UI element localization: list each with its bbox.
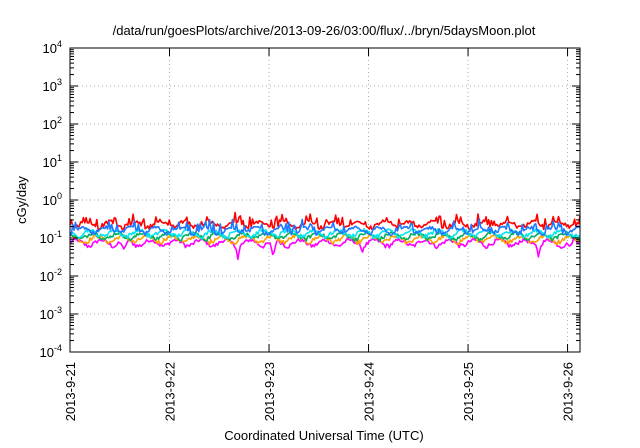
y-tick-label: 10-1	[40, 229, 62, 246]
grid	[70, 48, 580, 352]
x-tick-label: 2013-9-26	[561, 362, 576, 421]
y-tick-base: 10	[43, 155, 57, 170]
y-tick-label: 100	[43, 191, 62, 208]
y-tick-label: 10-2	[40, 267, 62, 284]
y-tick-base: 10	[40, 231, 54, 246]
series-line	[69, 218, 581, 237]
y-tick-base: 10	[43, 193, 57, 208]
series-group	[69, 211, 581, 261]
y-tick-exponent: -3	[54, 305, 62, 315]
y-tick-label: 10-3	[40, 305, 62, 322]
y-tick-base: 10	[43, 79, 57, 94]
y-tick-base: 10	[40, 307, 54, 322]
y-tick-exponent: 3	[57, 77, 62, 87]
x-tick-label: 2013-9-23	[262, 362, 277, 421]
x-tick-label: 2013-9-22	[163, 362, 178, 421]
y-tick-base: 10	[43, 117, 57, 132]
x-tick-label: 2013-9-24	[362, 362, 377, 421]
series-line	[69, 211, 581, 231]
y-tick-exponent: -2	[54, 267, 62, 277]
y-tick-exponent: 0	[57, 191, 62, 201]
y-tick-base: 10	[40, 269, 54, 284]
y-tick-label: 10-4	[40, 343, 62, 360]
x-tick-label: 2013-9-21	[63, 362, 78, 421]
y-tick-label: 101	[43, 153, 62, 170]
chart-title: /data/run/goesPlots/archive/2013-09-26/0…	[113, 23, 536, 38]
y-tick-label: 103	[43, 77, 62, 94]
ticks: 10-410-310-210-11001011021031042013-9-21…	[40, 39, 580, 421]
y-tick-exponent: 1	[57, 153, 62, 163]
y-tick-exponent: -4	[54, 343, 62, 353]
y-axis-label: cGy/day	[14, 176, 29, 224]
y-tick-base: 10	[43, 41, 57, 56]
series-line	[69, 237, 581, 261]
y-tick-label: 104	[43, 39, 62, 56]
y-tick-exponent: 4	[57, 39, 62, 49]
x-axis-label: Coordinated Universal Time (UTC)	[224, 428, 423, 443]
y-tick-label: 102	[43, 115, 62, 132]
y-tick-exponent: -1	[54, 229, 62, 239]
y-tick-exponent: 2	[57, 115, 62, 125]
y-tick-base: 10	[40, 345, 54, 360]
x-tick-label: 2013-9-25	[461, 362, 476, 421]
